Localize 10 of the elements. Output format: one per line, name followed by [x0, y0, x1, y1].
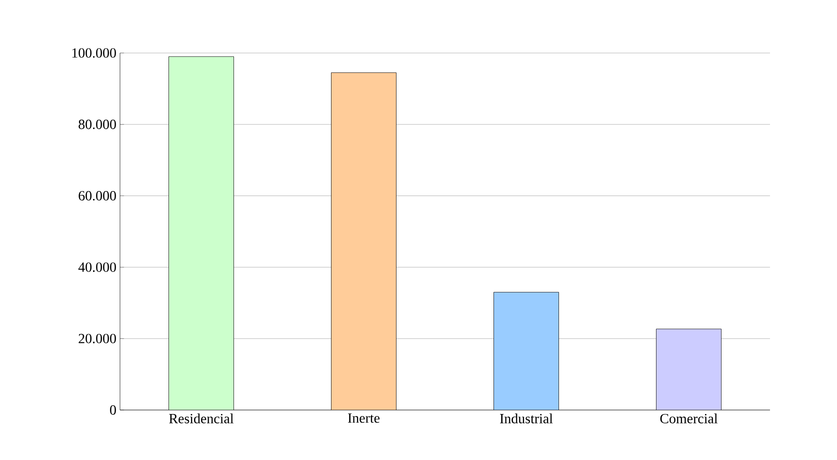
- x-tick-label: Inerte: [348, 414, 380, 423]
- y-tick-label: 60.000: [78, 191, 116, 201]
- y-tick-label: 100.000: [72, 48, 116, 58]
- y-tick-label: 20.000: [78, 334, 116, 344]
- x-tick-label: Comercial: [660, 414, 718, 424]
- x-tick-label: Industrial: [500, 414, 553, 424]
- y-tick-label: 0: [110, 405, 116, 415]
- y-tick-label: 80.000: [78, 120, 116, 130]
- x-tick-label: Residencial: [169, 414, 234, 424]
- y-tick-label: 40.000: [78, 262, 116, 272]
